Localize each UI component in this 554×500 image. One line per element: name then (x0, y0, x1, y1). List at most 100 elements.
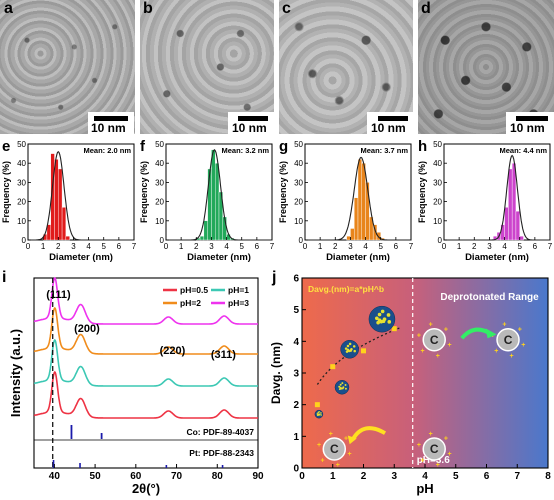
x-tick-label: 4 (422, 471, 428, 482)
x-tick-label: 0 (303, 242, 308, 251)
x-tick-label: 50 (90, 471, 102, 482)
x-tick-label: 3 (391, 471, 397, 482)
histogram-bar (511, 163, 517, 241)
tem-panel-a (0, 0, 135, 134)
y-tick-label: 30 (155, 178, 164, 187)
x-tick-label: 40 (49, 471, 61, 482)
charge-sign: + (502, 322, 506, 329)
gaussian-fit-line (166, 149, 272, 241)
scale-bar-b (238, 116, 268, 121)
charge-sign: + (417, 442, 421, 449)
ph-plot-area (301, 277, 549, 469)
x-tick-label: 5 (378, 242, 383, 251)
nanoparticle-dot (317, 411, 319, 414)
data-point (361, 348, 366, 354)
y-tick-label: 4 (293, 337, 299, 348)
x-tick-label: 7 (409, 242, 414, 251)
y-axis-label: Frequency (%) (278, 161, 288, 223)
histogram-bar (199, 235, 205, 241)
legend-label: pH=1 (228, 285, 249, 295)
y-tick-label: 0 (438, 236, 443, 245)
nanoparticle-dot (320, 414, 322, 416)
x-tick-label: 1 (179, 242, 184, 251)
nanoparticle-cluster (334, 380, 350, 395)
x-tick-label: 6 (117, 242, 122, 251)
histogram-g: 0 1 2 3 4 5 6 7 0 10 20 30 40 50 Diameter (nm) Frequenc… (278, 138, 414, 263)
y-axis-label: Frequency (%) (1, 161, 11, 223)
x-axis-label: Diameter (nm) (49, 252, 113, 263)
nanoparticle-dot (387, 320, 392, 324)
x-tick-label: 1 (41, 242, 46, 251)
carbon-symbol: C (330, 442, 339, 456)
panel-label-c: c (282, 0, 291, 17)
histogram-bar (519, 235, 524, 241)
x-tick-label: 7 (270, 242, 275, 251)
histogram-h: 0 1 2 3 4 5 6 7 0 10 20 30 40 50 Diameter (nm) Frequenc… (417, 138, 553, 263)
x-tick-label: 4 (502, 242, 507, 251)
legend-label: pH=3 (228, 298, 249, 308)
nanoparticle-dot (353, 349, 356, 353)
carbon-sphere (496, 328, 520, 352)
peak-label: (220) (160, 345, 186, 357)
x-tick-label: 4 (224, 242, 229, 251)
x-tick-label: 5 (101, 242, 106, 251)
charge-sign: + (336, 462, 340, 469)
pt-reference-label: Pt: PDF-88-2343 (189, 448, 254, 458)
y-axis-label: Frequency (%) (417, 161, 427, 223)
y-tick-label: 30 (294, 178, 303, 187)
carbon-sphere (422, 328, 446, 352)
panel-label-g: g (279, 138, 288, 155)
panel-label-j: j (271, 269, 276, 286)
co-reference-label: Co: PDF-89-4037 (186, 427, 254, 437)
histogram-e: 0 1 2 3 4 5 6 7 0 10 20 30 40 50 Diameter (nm) Frequenc… (1, 138, 137, 263)
scale-bar-d (516, 116, 548, 121)
x-tick-label: 5 (517, 242, 522, 251)
x-tick-label: 7 (548, 242, 553, 251)
x-tick-label: 8 (545, 471, 551, 482)
charge-sign: + (429, 431, 433, 438)
charge-sign: + (429, 322, 433, 329)
nanoparticle-dot (344, 384, 347, 386)
x-tick-label: 3 (209, 242, 214, 251)
tem-panel-b (140, 0, 274, 134)
histogram-frame (27, 143, 135, 241)
mean-label: Mean: 2.0 nm (83, 146, 131, 155)
x-tick-label: 2 (361, 471, 367, 482)
carbon-sphere (322, 437, 347, 461)
gaussian-fit-line (28, 150, 134, 241)
y-tick-label: 20 (294, 198, 303, 207)
y-tick-label: 0 (299, 236, 304, 245)
gaussian-fit-line (305, 156, 411, 241)
y-tick-label: 6 (293, 274, 299, 285)
x-tick-label: 90 (252, 471, 264, 482)
scale-bar-label-b: 10 nm (232, 121, 267, 135)
nanoparticle-dot (344, 347, 348, 350)
y-tick-label: 0 (22, 236, 27, 245)
x-tick-label: 6 (255, 242, 260, 251)
y-tick-label: 0 (293, 464, 299, 475)
x-tick-label: 5 (453, 471, 459, 482)
xrd-panel: i (111) (200) (220) (311) pH=0.5 pH=1 pH=2 pH=3 C… (2, 269, 264, 496)
x-tick-label: 0 (442, 242, 447, 251)
histogram-bar (515, 210, 520, 241)
carbon-sphere (422, 437, 446, 461)
nanoparticle-dot (317, 413, 319, 416)
y-tick-label: 3 (293, 369, 299, 380)
nanoparticle-dot (352, 345, 356, 348)
charge-sign: + (317, 442, 321, 449)
charge-sign: + (447, 451, 451, 458)
nanoparticle-dot (344, 387, 347, 390)
formula-label: Davg.(nm)=a*pH^b (308, 284, 384, 294)
x-axis-label: Diameter (nm) (326, 252, 390, 263)
green-arrowhead (485, 328, 497, 339)
nanoparticle-dot (375, 316, 379, 321)
panel-label-f: f (140, 138, 146, 155)
panel-label-d: d (421, 0, 431, 17)
x-tick-label: 2 (56, 242, 61, 251)
nanoparticle-dot (348, 342, 352, 346)
panel-label-i: i (2, 269, 6, 286)
x-tick-label: 7 (132, 242, 137, 251)
peak-label: (311) (211, 349, 236, 361)
